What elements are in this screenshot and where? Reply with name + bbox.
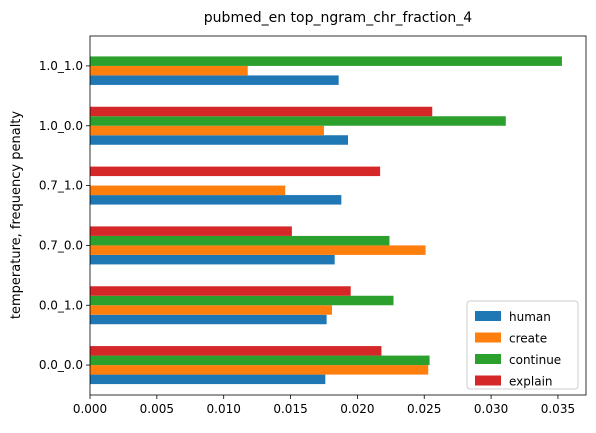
- bar-continue-0.0_0.0: [90, 355, 430, 366]
- y-tick-label: 1.0_1.0: [39, 59, 83, 73]
- y-axis-ticks: 0.0_0.0 0.0_1.0 0.7_0.0 0.7_1.0 1.0_0.0 1.0_1…: [39, 59, 90, 372]
- bar-continue-0.0_1.0: [90, 295, 394, 306]
- bar-continue-1.0_1.0: [90, 56, 562, 66]
- legend-label-create: create: [509, 332, 547, 346]
- y-tick-label: 1.0_0.0: [39, 119, 83, 133]
- bar-explain-0.7_0.0: [90, 226, 292, 236]
- legend-label-continue: continue: [509, 353, 561, 367]
- legend-label-explain: explain: [509, 375, 553, 389]
- bar-create-0.7_0.0: [90, 245, 426, 255]
- bar-human-0.7_0.0: [90, 254, 335, 265]
- legend-swatch-continue: [475, 354, 501, 364]
- bar-create-1.0_0.0: [90, 125, 324, 136]
- y-tick-label: 0.0_1.0: [39, 298, 83, 312]
- x-tick-label: 0.000: [73, 402, 107, 416]
- legend-box: [466, 300, 579, 390]
- bar-human-0.7_1.0: [90, 195, 342, 205]
- bar-explain-0.7_1.0: [90, 166, 381, 177]
- bar-create-0.7_1.0: [90, 185, 286, 196]
- bar-explain-0.0_1.0: [90, 286, 351, 296]
- y-tick-label: 0.0_0.0: [39, 358, 83, 372]
- bar-explain-1.0_0.0: [90, 106, 433, 117]
- bar-human-0.0_1.0: [90, 314, 327, 325]
- x-tick-label: 0.030: [474, 402, 508, 416]
- legend-swatch-human: [475, 311, 501, 321]
- x-tick-label: 0.035: [541, 402, 575, 416]
- plot-frame: [89, 35, 587, 396]
- legend-label-human: human: [509, 310, 551, 324]
- y-tick-label: 0.7_1.0: [39, 179, 83, 193]
- x-axis-ticks: 0.000 0.005 0.010 0.015 0.020 0.025 0.030 0.035: [73, 395, 575, 416]
- bar-explain-0.0_0.0: [90, 346, 382, 356]
- x-tick-label: 0.015: [273, 402, 307, 416]
- bar-continue-1.0_0.0: [90, 116, 506, 126]
- legend-swatch-explain: [475, 375, 501, 386]
- bars-group: [90, 56, 562, 385]
- bar-continue-0.7_0.0: [90, 235, 390, 246]
- x-tick-label: 0.005: [140, 402, 174, 416]
- y-tick-label: 0.7_0.0: [39, 238, 83, 252]
- y-axis-label: temperature, frequency penalty: [9, 111, 24, 319]
- bar-create-0.0_1.0: [90, 305, 332, 315]
- legend-swatch-create: [475, 332, 501, 343]
- bar-create-0.0_0.0: [90, 365, 429, 375]
- bar-human-1.0_1.0: [90, 75, 339, 85]
- bar-human-0.0_0.0: [90, 374, 326, 385]
- legend: human create continue explain: [466, 300, 579, 390]
- bar-human-1.0_0.0: [90, 135, 349, 145]
- x-tick-label: 0.020: [340, 402, 374, 416]
- bar-create-1.0_1.0: [90, 65, 248, 76]
- x-tick-label: 0.010: [207, 402, 241, 416]
- x-tick-label: 0.025: [407, 402, 441, 416]
- chart-title: pubmed_en top_ngram_chr_fraction_4: [204, 10, 472, 26]
